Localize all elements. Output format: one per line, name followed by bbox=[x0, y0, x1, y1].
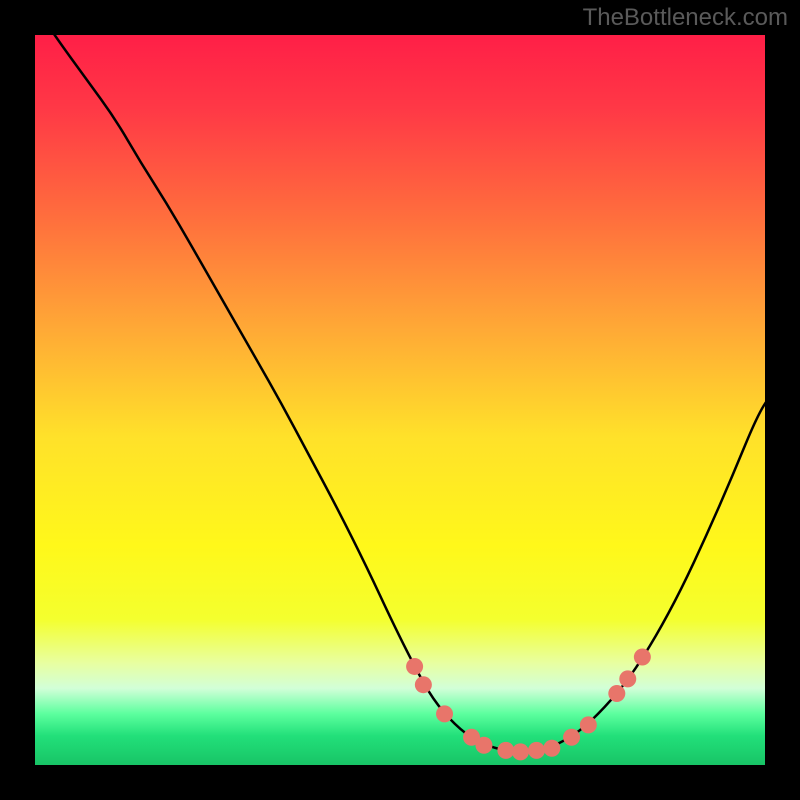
scatter-dot bbox=[528, 742, 545, 759]
scatter-dot bbox=[608, 685, 625, 702]
scatter-dot bbox=[543, 740, 560, 757]
scatter-dot bbox=[580, 716, 597, 733]
scatter-dot bbox=[512, 743, 529, 760]
scatter-dot bbox=[497, 742, 514, 759]
scatter-dot bbox=[475, 737, 492, 754]
scatter-dot bbox=[406, 658, 423, 675]
bottleneck-chart bbox=[0, 0, 800, 800]
scatter-dot bbox=[619, 670, 636, 687]
scatter-dot bbox=[563, 729, 580, 746]
scatter-dot bbox=[634, 648, 651, 665]
watermark-text: TheBottleneck.com bbox=[583, 4, 788, 32]
chart-stage: TheBottleneck.com bbox=[0, 0, 800, 800]
scatter-dot bbox=[415, 676, 432, 693]
plot-area bbox=[35, 35, 765, 765]
scatter-dot bbox=[436, 705, 453, 722]
